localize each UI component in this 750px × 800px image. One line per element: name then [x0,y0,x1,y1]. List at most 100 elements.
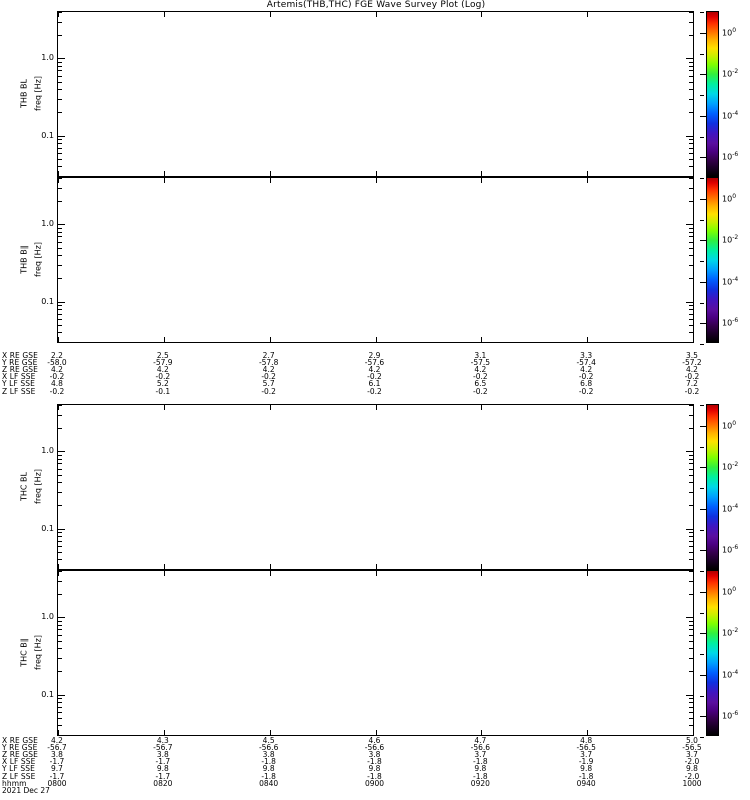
panel-thb-bperp-ytick-label: 1.0 [41,53,54,62]
colorbar-thb-bperp-tick-label: 100 [722,27,736,38]
colorbar-tick [700,199,707,200]
ytick [58,469,62,470]
panel-thb-bpar-xtick [164,337,165,342]
panel-thc-bperp-xtick [58,564,59,569]
ytick-right [689,559,693,560]
axis-row-value: 4.7 [474,736,487,745]
panel-thc-bperp-xtick-top [376,405,377,410]
ytick-right [689,707,693,708]
ytick-right [689,482,693,483]
panel-thc-bpar-xtick-top [58,571,59,576]
axis-row-value: 9.8 [580,764,593,774]
ytick-right [689,405,693,406]
panel-thc-bpar-ylabel-units: freq [Hz] [33,635,43,670]
panel-thc-bperp-xtick-top [481,405,482,410]
colorbar-tick [700,344,704,345]
ytick-right [689,188,693,189]
ytick-right [689,725,693,726]
tick-exponent: -2 [732,234,739,242]
panel-thc-bpar: 1.0 0.1 [41,570,694,736]
ytick-right [689,112,693,113]
colorbar-tick [700,95,704,96]
ytick [58,62,62,63]
ytick-right [689,139,693,140]
colorbar-tick [700,633,707,634]
colorbar-tick [700,675,707,676]
axis-row-value: 9.8 [262,764,275,774]
tick-exponent: 0 [732,419,737,427]
panel-thb-bperp-xtick-top [164,12,165,17]
axis-row-value: -56.6 [364,743,385,753]
panel-thc-bperp-ylabel-name: THC BL [19,472,29,501]
axis-label-row: X LF SSE -1.7 -1.7 -1.8 -1.8 -1.8 -1.9 -2.0 [0,757,750,767]
ytick [58,707,62,708]
axis-row-value: 1000 [682,778,702,788]
ytick-right [689,635,693,636]
axis-row-name: X LF SSE [2,372,36,382]
panel-thc-bpar-xtick-top [693,571,694,576]
ytick-right [689,265,693,266]
ytick [58,70,62,71]
ytick-right [689,278,693,279]
colorbar-thc-bpar-tick-label: 10-2 [722,628,738,638]
ytick-right [689,166,693,167]
colorbar-thb-bpar-tick-label: 10-6 [722,318,738,328]
axis-row-name: X LF SSE [2,757,36,767]
ytick [58,536,62,537]
axis-row-value: -1.8 [367,771,382,781]
colorbar-thc-bperp-tick-label: 10-6 [722,545,738,555]
axis-row-value: -57.2 [682,358,702,368]
ytick [58,698,62,699]
axis-row-value: 0820 [153,778,173,788]
panel-thc-bperp: 1.0 0.1 [41,404,694,570]
axis-label-row: Z RE GSE 4.2 4.2 4.2 4.2 4.2 4.2 4.2 [0,365,750,375]
tick-mantissa: 10 [722,670,733,680]
colorbar-tick [700,157,707,158]
axis-row-value: 4.6 [368,736,381,745]
ytick [58,571,62,572]
axis-row-value: 0920 [470,778,490,788]
ytick [58,302,65,303]
panel-thc-bpar-xtick-top [164,571,165,576]
axis-row-value: -0.2 [367,372,382,382]
axis-row-value: 4.5 [262,736,275,745]
panel-thc-bpar-xtick [587,730,588,735]
ytick [58,325,62,326]
panel-thb-bpar-ylabel-name: THB B∥ [19,245,29,274]
ytick-right [689,463,693,464]
panel-thc-bperp-ylabel-units: freq [Hz] [33,469,43,504]
panel-thb-bpar-xtick-top [693,178,694,183]
axis-row-value: -1.7 [49,757,65,767]
axis-row-value: 4.2 [156,365,169,375]
ytick [58,594,62,595]
axis-label-row: X LF SSE -0.2 -0.2 -0.2 -0.2 -0.2 -0.2 -0.2 [0,372,750,382]
axis-row-value: 0800 [47,778,67,788]
ytick [58,658,62,659]
panel-thb-bpar-xtick-top [587,178,588,183]
panel-thc-bpar-xtick [270,730,271,735]
axis-row-value: -0.2 [473,372,488,382]
ytick-right [689,12,693,13]
ytick-right [686,224,693,225]
panel-thc-bperp-xtick [693,564,694,569]
axis-row-value: -0.2 [367,386,382,396]
ytick-right [689,621,693,622]
ytick [58,82,62,83]
ytick-right [689,569,693,570]
panel-thb-bpar-xtick-top [270,178,271,183]
ytick-right [689,532,693,533]
ytick-right [689,505,693,506]
axis-row-value: -56.7 [153,743,173,753]
tick-exponent: -6 [732,151,739,159]
colorbar-thc-bperp-tick-label: 10-2 [722,462,738,472]
panel-thc-bperp-xtick [270,564,271,569]
colorbar-tick [700,137,704,138]
ytick [58,139,62,140]
ytick-right [689,255,693,256]
ytick-right [689,648,693,649]
panel-thc-bpar-xtick [481,730,482,735]
axis-row-value: -1.9 [578,757,594,767]
axis-row-value: -1.8 [473,757,488,767]
tick-exponent: -6 [732,317,739,325]
ytick-right [689,625,693,626]
